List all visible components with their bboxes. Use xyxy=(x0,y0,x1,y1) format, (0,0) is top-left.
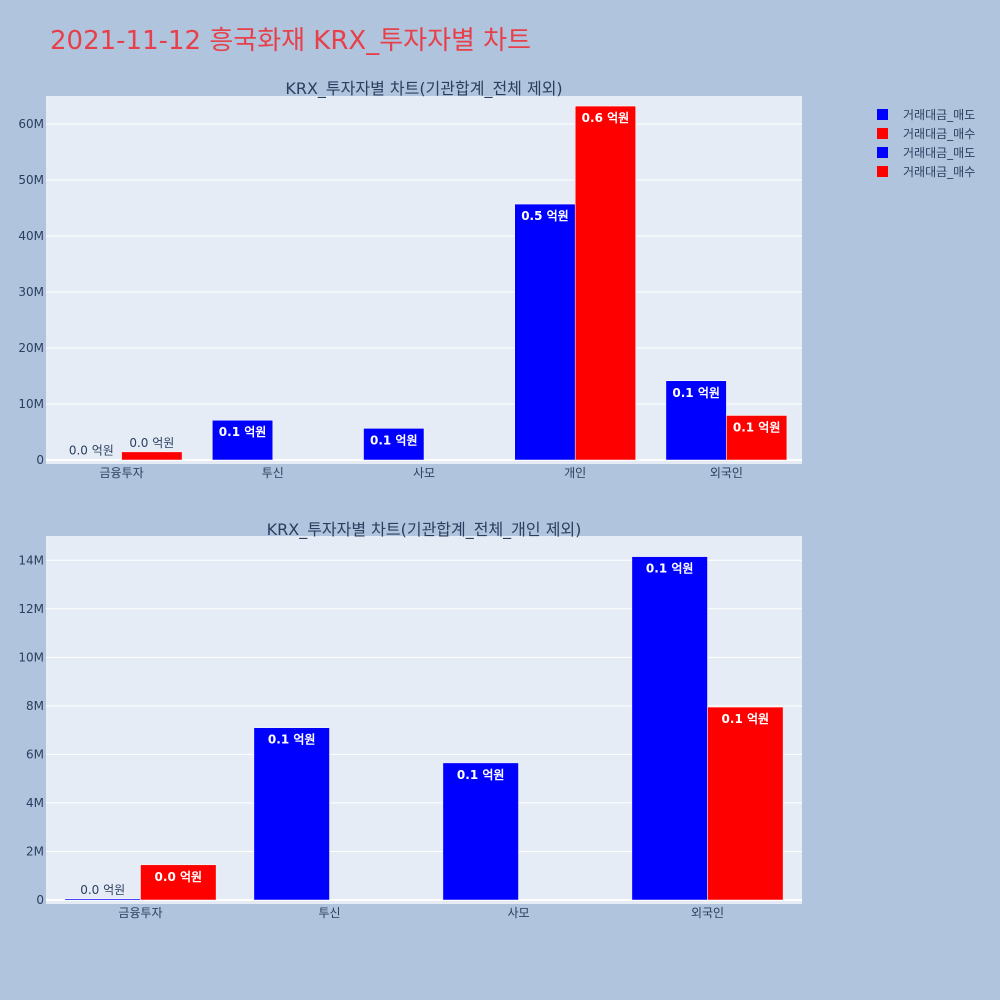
y-tick-label: 60M xyxy=(18,117,44,131)
y-tick-label: 0 xyxy=(36,893,44,907)
x-tick-label: 외국인 xyxy=(691,906,724,920)
data-label: 0.0 억원 xyxy=(80,883,125,897)
legend-label: 거래대금_매수 xyxy=(903,127,975,141)
bar-buy[interactable] xyxy=(121,451,183,461)
y-tick-label: 50M xyxy=(18,173,44,187)
page-title: 2021-11-12 흥국화재 KRX_투자자별 차트 xyxy=(50,26,531,56)
y-tick-label: 40M xyxy=(18,229,44,243)
data-label: 0.0 억원 xyxy=(129,436,174,450)
x-tick-label: 사모 xyxy=(413,466,435,480)
bar-buy[interactable] xyxy=(726,415,788,461)
bar-sell[interactable] xyxy=(665,380,727,461)
chart-2: KRX_투자자별 차트(기관합계_전체_개인 제외) 0 2M 4M 6M 8M 10M 12… xyxy=(18,520,802,920)
x-tick-label: 개인 xyxy=(564,466,586,480)
y-tick-label: 14M xyxy=(18,553,44,567)
legend-label: 거래대금_매도 xyxy=(903,108,975,122)
x-tick-label: 투신 xyxy=(262,466,284,480)
data-label: 0.1 억원 xyxy=(733,420,781,434)
y-tick-label: 10M xyxy=(18,397,44,411)
data-label: 0.0 억원 xyxy=(69,444,114,458)
legend-swatch xyxy=(877,166,888,177)
data-label: 0.6 억원 xyxy=(582,111,630,125)
y-tick-label: 8M xyxy=(26,699,44,713)
data-label: 0.1 억원 xyxy=(457,768,505,782)
chart-title: KRX_투자자별 차트(기관합계_전체 제외) xyxy=(285,79,562,99)
y-tick-label: 4M xyxy=(26,796,44,810)
legend-item[interactable]: 거래대금_매수 xyxy=(877,165,975,179)
y-tick-label: 30M xyxy=(18,285,44,299)
data-label: 0.0 억원 xyxy=(155,870,203,884)
legend-swatch xyxy=(877,147,888,158)
bar-buy[interactable] xyxy=(140,864,217,901)
legend-item[interactable]: 거래대금_매도 xyxy=(877,108,975,122)
chart-1: KRX_투자자별 차트(기관합계_전체 제외) 0 10M 20M 30M 40M 50M 6… xyxy=(18,79,802,480)
y-tick-label: 20M xyxy=(18,341,44,355)
legend-item[interactable]: 거래대금_매수 xyxy=(877,127,975,141)
bar-buy[interactable] xyxy=(574,105,636,461)
bar-sell[interactable] xyxy=(514,203,576,461)
data-label: 0.1 억원 xyxy=(646,562,694,576)
data-label: 0.5 억원 xyxy=(521,209,569,223)
legend-swatch xyxy=(877,128,888,139)
bar-sell[interactable] xyxy=(253,727,330,901)
x-tick-label: 금융투자 xyxy=(100,466,144,480)
y-tick-label: 2M xyxy=(26,844,44,858)
y-tick-label: 6M xyxy=(26,747,44,761)
data-label: 0.1 억원 xyxy=(672,386,720,400)
y-tick-label: 12M xyxy=(18,602,44,616)
x-tick-label: 사모 xyxy=(507,906,529,920)
legend-swatch xyxy=(877,109,888,120)
bar-sell[interactable] xyxy=(363,428,425,461)
data-label: 0.1 억원 xyxy=(370,433,418,447)
bar-sell[interactable] xyxy=(442,762,519,901)
x-tick-label: 외국인 xyxy=(710,466,743,480)
legend-item[interactable]: 거래대금_매도 xyxy=(877,146,975,160)
bar-sell[interactable] xyxy=(631,556,708,901)
legend-label: 거래대금_매도 xyxy=(903,146,975,160)
legend-label: 거래대금_매수 xyxy=(903,165,975,179)
bar-sell[interactable] xyxy=(212,419,274,461)
y-tick-label: 10M xyxy=(18,650,44,664)
x-tick-label: 투신 xyxy=(318,906,340,920)
chart-title: KRX_투자자별 차트(기관합계_전체_개인 제외) xyxy=(267,520,582,540)
x-tick-label: 금융투자 xyxy=(118,906,162,920)
data-label: 0.1 억원 xyxy=(722,712,770,726)
bar-sell[interactable] xyxy=(64,898,141,901)
data-label: 0.1 억원 xyxy=(268,733,316,747)
data-label: 0.1 억원 xyxy=(219,425,267,439)
bar-buy[interactable] xyxy=(707,706,784,901)
y-tick-label: 0 xyxy=(36,453,44,467)
